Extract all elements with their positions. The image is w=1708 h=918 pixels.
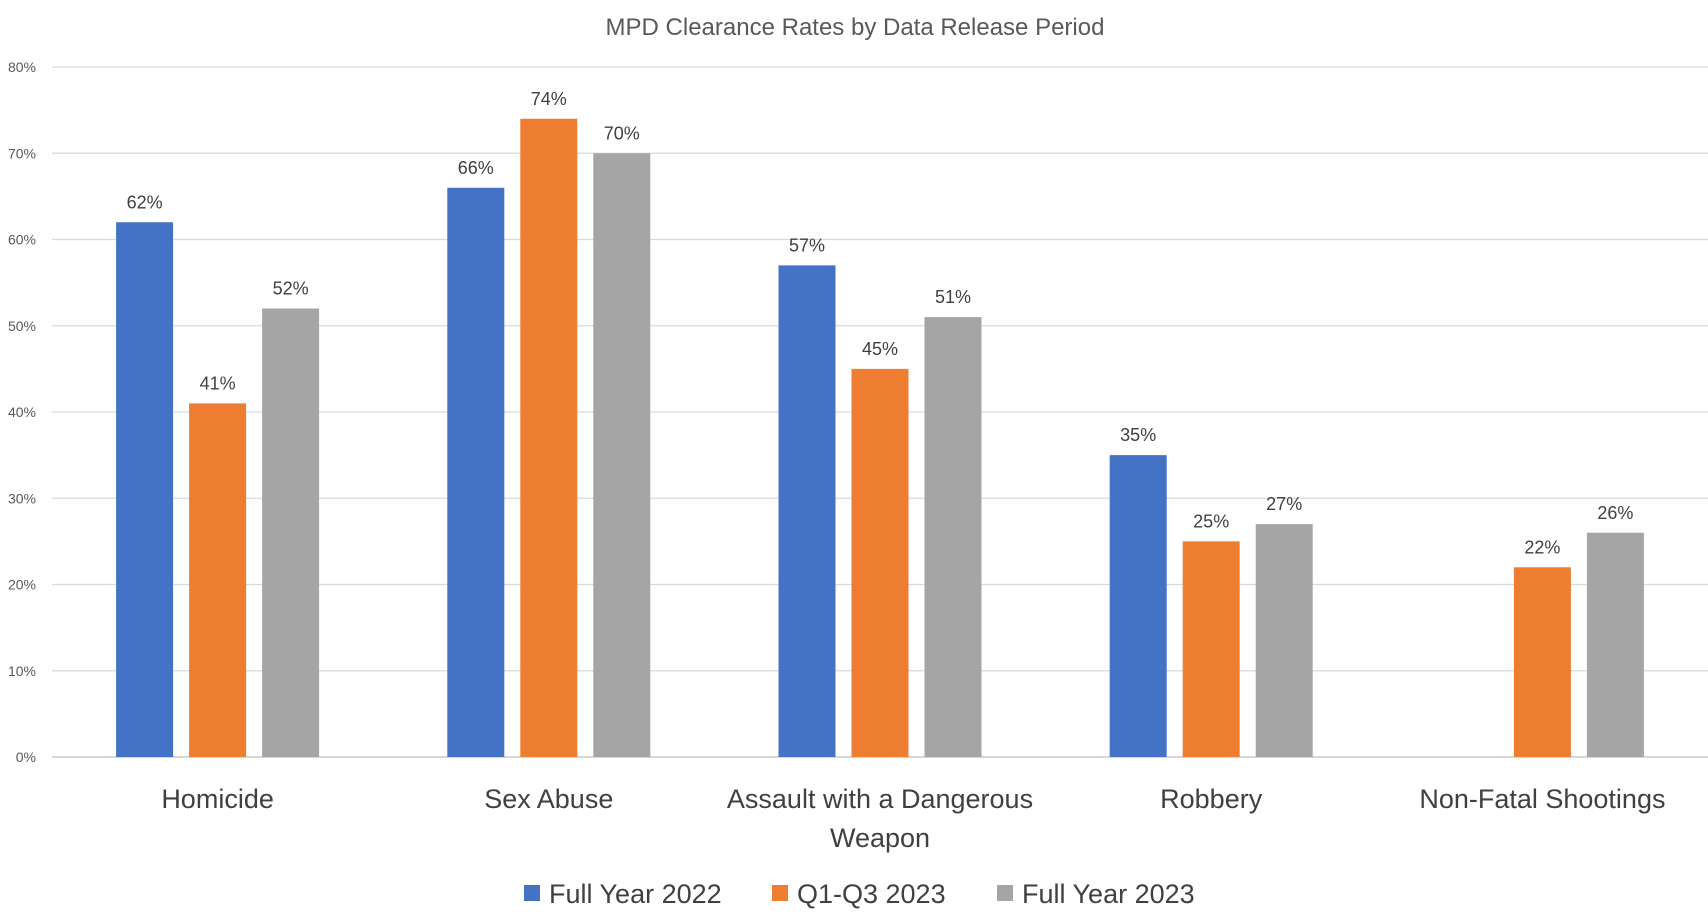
- bar-full-year-2022-2: [778, 265, 836, 757]
- category-label: Homicide: [161, 784, 274, 814]
- data-labels: 62% 41% 52% 66% 74% 70% 57% 45% 51% 35% 25% 27% 22% 2…: [127, 89, 1634, 558]
- legend-swatch: [524, 885, 540, 901]
- y-tick-label: 20%: [8, 577, 36, 593]
- legend-swatch: [997, 885, 1013, 901]
- data-label: 74%: [531, 89, 567, 109]
- bar-full-year-2023-3: [1255, 524, 1313, 757]
- legend-label: Full Year 2022: [549, 879, 722, 909]
- category-label: Sex Abuse: [484, 784, 613, 814]
- bar-full-year-2022-0: [116, 222, 174, 757]
- bars: [116, 118, 1644, 757]
- data-label: 52%: [273, 279, 309, 299]
- category-labels: Homicide Sex Abuse Assault with a Dangerou…: [161, 784, 1665, 853]
- y-tick-label: 10%: [8, 663, 36, 679]
- category-label: Weapon: [830, 823, 930, 853]
- legend-label: Full Year 2023: [1022, 879, 1195, 909]
- y-tick-label: 70%: [8, 145, 36, 161]
- data-label: 57%: [789, 235, 825, 255]
- bar-full-year-2022-3: [1109, 455, 1167, 757]
- bar-full-year-2023-1: [593, 153, 651, 757]
- data-label: 35%: [1120, 425, 1156, 445]
- data-label: 22%: [1524, 537, 1560, 557]
- data-label: 25%: [1193, 511, 1229, 531]
- bar-full-year-2023-4: [1586, 532, 1644, 757]
- bar-q1-q3-2023-1: [520, 118, 578, 757]
- bar-full-year-2022-1: [447, 187, 505, 757]
- legend: Full Year 2022 Q1-Q3 2023 Full Year 2023: [524, 879, 1195, 909]
- y-tick-label: 0%: [16, 749, 36, 765]
- bar-full-year-2023-0: [262, 308, 320, 757]
- y-tick-label: 50%: [8, 318, 36, 334]
- y-tick-label: 30%: [8, 490, 36, 506]
- bar-q1-q3-2023-4: [1513, 567, 1571, 757]
- bar-q1-q3-2023-2: [851, 368, 909, 757]
- data-label: 62%: [127, 192, 163, 212]
- bar-q1-q3-2023-0: [189, 403, 247, 757]
- y-tick-label: 60%: [8, 232, 36, 248]
- legend-swatch: [772, 885, 788, 901]
- data-label: 70%: [604, 123, 640, 143]
- legend-label: Q1-Q3 2023: [797, 879, 946, 909]
- y-tick-label: 80%: [8, 59, 36, 75]
- category-label: Non-Fatal Shootings: [1419, 784, 1665, 814]
- data-label: 45%: [862, 339, 898, 359]
- category-label: Assault with a Dangerous: [727, 784, 1033, 814]
- data-label: 26%: [1597, 503, 1633, 523]
- y-tick-label: 40%: [8, 404, 36, 420]
- data-label: 51%: [935, 287, 971, 307]
- category-label: Robbery: [1160, 784, 1263, 814]
- chart-title: MPD Clearance Rates by Data Release Peri…: [606, 14, 1105, 41]
- bar-full-year-2023-2: [924, 317, 982, 757]
- data-label: 66%: [458, 158, 494, 178]
- bar-q1-q3-2023-3: [1182, 541, 1240, 757]
- data-label: 27%: [1266, 494, 1302, 514]
- data-label: 41%: [200, 373, 236, 393]
